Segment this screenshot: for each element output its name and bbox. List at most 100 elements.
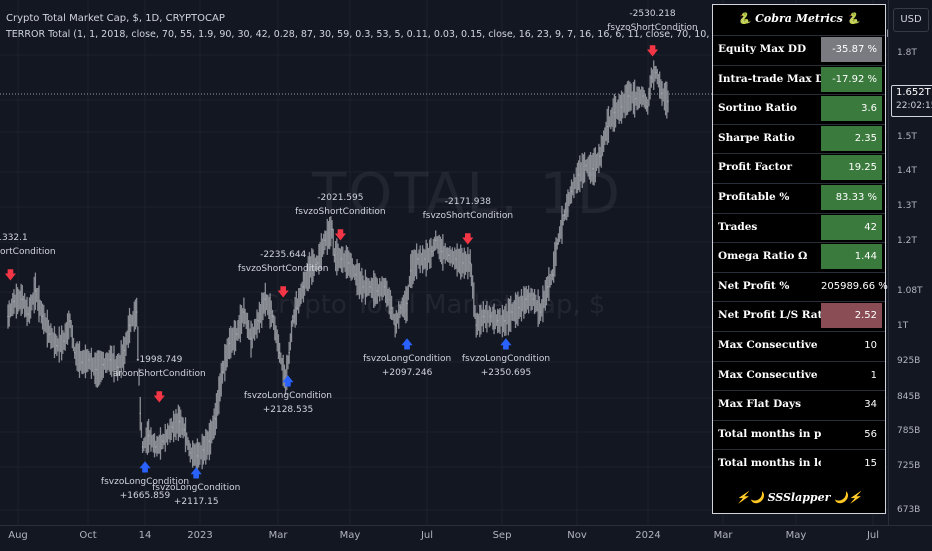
price-point: [278, 351, 281, 354]
price-point: [642, 95, 644, 97]
metrics-footer: ⚡🌙 SSSlapper 🌙⚡: [736, 491, 862, 504]
metric-row: Intra-trade Max DD -17.92 %: [713, 65, 885, 94]
metric-row: Max Consecutive Wins 10: [713, 331, 885, 360]
price-point: [295, 306, 298, 309]
trade-signal-label: fsvzoLongCondition: [363, 353, 452, 364]
price-point: [434, 239, 437, 242]
currency-button[interactable]: USD: [893, 8, 929, 32]
price-axis[interactable]: [888, 0, 932, 525]
metric-row: Equity Max DD -35.87 %: [713, 35, 885, 64]
price-point: [592, 167, 594, 170]
metric-separator: [713, 94, 885, 96]
price-point: [189, 452, 192, 454]
metric-row: Profit Factor 19.25: [713, 153, 885, 182]
price-point: [13, 300, 15, 303]
metric-label: Equity Max DD: [718, 43, 807, 55]
metric-row: Max Flat Days 34: [713, 390, 885, 419]
price-point: [202, 449, 205, 451]
current-price: 1.652T: [896, 87, 931, 98]
price-point: [409, 269, 412, 272]
trade-pnl-label: +2350.695: [480, 367, 532, 378]
price-point: [141, 446, 144, 448]
metric-separator: [713, 331, 885, 332]
price-point: [171, 426, 174, 428]
long-signal-arrow: 🡅: [138, 459, 152, 474]
price-point: [291, 319, 294, 322]
indicator-params[interactable]: TERROR Total (1, 1, 2018, close, 70, 55,…: [6, 29, 923, 40]
metric-row: Omega Ratio Ω 1.44: [713, 242, 885, 271]
price-point: [347, 262, 350, 264]
price-point: [440, 250, 443, 253]
time-tick-label: Jul: [866, 530, 880, 541]
metric-row: Total months in loss 15: [713, 449, 885, 478]
price-point: [340, 258, 343, 260]
price-point: [627, 95, 630, 97]
price-point: [162, 440, 164, 443]
metric-row: Sortino Ratio 3.6: [713, 94, 885, 123]
long-signal-arrow: 🡅: [190, 465, 203, 480]
long-signal-arrow: 🡅: [400, 336, 414, 351]
time-axis[interactable]: [0, 525, 932, 551]
price-point: [546, 286, 549, 288]
time-tick-label: Aug: [8, 530, 28, 541]
price-point: [525, 298, 528, 301]
price-point: [661, 92, 663, 95]
price-point: [431, 250, 433, 253]
metric-label: Trades: [718, 220, 758, 233]
metric-separator: [713, 360, 885, 362]
price-point: [21, 298, 24, 301]
metric-label: Sharpe Ratio: [718, 131, 795, 144]
short-signal-arrow: 🡇: [153, 390, 166, 405]
metric-separator: [713, 123, 885, 125]
price-point: [455, 258, 457, 260]
price-point: [462, 262, 464, 264]
symbol-title[interactable]: Crypto Total Market Cap, $, 1D, CRYPTOCA…: [6, 13, 225, 24]
price-point: [650, 76, 653, 79]
price-tick-label: 1.2T: [897, 236, 917, 246]
metric-label: Max Consecutive Wins: [718, 339, 851, 351]
price-point: [489, 315, 492, 318]
price-point: [56, 344, 58, 347]
price-point: [235, 333, 238, 335]
price-point: [417, 258, 419, 260]
metric-value: 1: [821, 362, 882, 388]
metric-value: 56: [821, 421, 882, 447]
price-point: [406, 302, 408, 305]
price-point: [333, 254, 336, 257]
price-point: [196, 455, 199, 457]
price-point: [41, 315, 44, 318]
price-point: [183, 429, 186, 431]
trade-signal-label: aroonShortCondition: [112, 369, 206, 380]
price-point: [475, 324, 477, 327]
price-point: [214, 417, 217, 420]
price-chart[interactable]: [0, 0, 888, 525]
price-point: [69, 319, 71, 322]
trade-pnl-label: -2235.644: [260, 249, 307, 260]
price-point: [178, 420, 181, 423]
price-point: [288, 351, 290, 354]
metrics-title: 🐍 Cobra Metrics 🐍: [737, 12, 861, 25]
price-point: [613, 111, 616, 114]
price-point: [496, 319, 499, 322]
price-tick-label: 845B: [897, 392, 921, 402]
time-tick-label: 2024: [635, 530, 661, 541]
time-tick-label: Mar: [268, 530, 288, 541]
price-point: [532, 298, 535, 301]
metric-value: 83.33 %: [821, 185, 882, 210]
metric-value: 3.6: [821, 96, 882, 122]
metric-separator: [713, 271, 885, 273]
price-point: [95, 368, 97, 371]
trade-pnl-label: +2117.15: [173, 496, 219, 507]
price-point: [147, 434, 150, 437]
price-point: [635, 97, 637, 100]
time-tick-label: May: [339, 530, 361, 541]
price-point: [228, 342, 231, 345]
trade-signal-label: fsvzoShortCondition: [607, 23, 698, 34]
short-signal-arrow: 🡇: [461, 232, 475, 247]
price-tick-label: 1.4T: [897, 166, 917, 176]
price-point: [123, 349, 126, 352]
price-point: [88, 359, 90, 361]
metric-label: Total months in profit: [718, 427, 847, 440]
metric-row: Net Profit % 205989.66 %: [713, 272, 888, 301]
